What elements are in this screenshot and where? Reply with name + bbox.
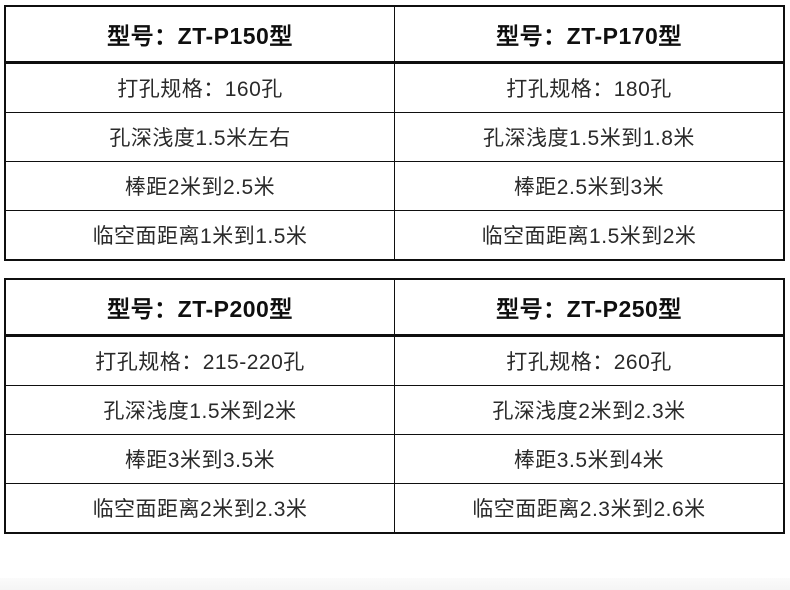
model-header-zt-p150: 型号：ZT-P150型: [4, 5, 395, 64]
table-row: 型号：ZT-P200型 型号：ZT-P250型: [4, 278, 785, 337]
spec-cell: 临空面距离1米到1.5米: [4, 210, 395, 261]
product-spec-page: 型号：ZT-P150型 型号：ZT-P170型 打孔规格：160孔 打孔规格：1…: [0, 5, 790, 590]
next-section-band: [0, 578, 790, 590]
table-row: 临空面距离2米到2.3米 临空面距离2.3米到2.6米: [4, 483, 785, 534]
spec-cell: 临空面距离2.3米到2.6米: [394, 483, 785, 534]
spec-cell: 临空面距离2米到2.3米: [4, 483, 395, 534]
spec-cell: 棒距3.5米到4米: [394, 434, 785, 484]
spec-cell: 孔深浅度2米到2.3米: [394, 385, 785, 435]
spec-cell: 棒距2米到2.5米: [4, 161, 395, 211]
table-row: 打孔规格：160孔 打孔规格：180孔: [4, 62, 785, 113]
spec-cell: 打孔规格：180孔: [394, 62, 785, 113]
spec-cell: 打孔规格：260孔: [394, 335, 785, 386]
table-row: 型号：ZT-P150型 型号：ZT-P170型: [4, 5, 785, 64]
spec-table-1: 型号：ZT-P150型 型号：ZT-P170型 打孔规格：160孔 打孔规格：1…: [4, 5, 785, 261]
table-row: 棒距3米到3.5米 棒距3.5米到4米: [4, 434, 785, 484]
spec-cell: 孔深浅度1.5米到2米: [4, 385, 395, 435]
table-row: 孔深浅度1.5米左右 孔深浅度1.5米到1.8米: [4, 112, 785, 162]
table-row: 棒距2米到2.5米 棒距2.5米到3米: [4, 161, 785, 211]
spec-cell: 临空面距离1.5米到2米: [394, 210, 785, 261]
table-row: 打孔规格：215-220孔 打孔规格：260孔: [4, 335, 785, 386]
spec-cell: 棒距2.5米到3米: [394, 161, 785, 211]
table-row: 临空面距离1米到1.5米 临空面距离1.5米到2米: [4, 210, 785, 261]
model-header-zt-p170: 型号：ZT-P170型: [394, 5, 785, 64]
spec-cell: 打孔规格：160孔: [4, 62, 395, 113]
spec-cell: 打孔规格：215-220孔: [4, 335, 395, 386]
spec-cell: 棒距3米到3.5米: [4, 434, 395, 484]
table-row: 孔深浅度1.5米到2米 孔深浅度2米到2.3米: [4, 385, 785, 435]
model-header-zt-p250: 型号：ZT-P250型: [394, 278, 785, 337]
spec-cell: 孔深浅度1.5米左右: [4, 112, 395, 162]
spec-table-2: 型号：ZT-P200型 型号：ZT-P250型 打孔规格：215-220孔 打孔…: [4, 278, 785, 534]
model-header-zt-p200: 型号：ZT-P200型: [4, 278, 395, 337]
spec-cell: 孔深浅度1.5米到1.8米: [394, 112, 785, 162]
